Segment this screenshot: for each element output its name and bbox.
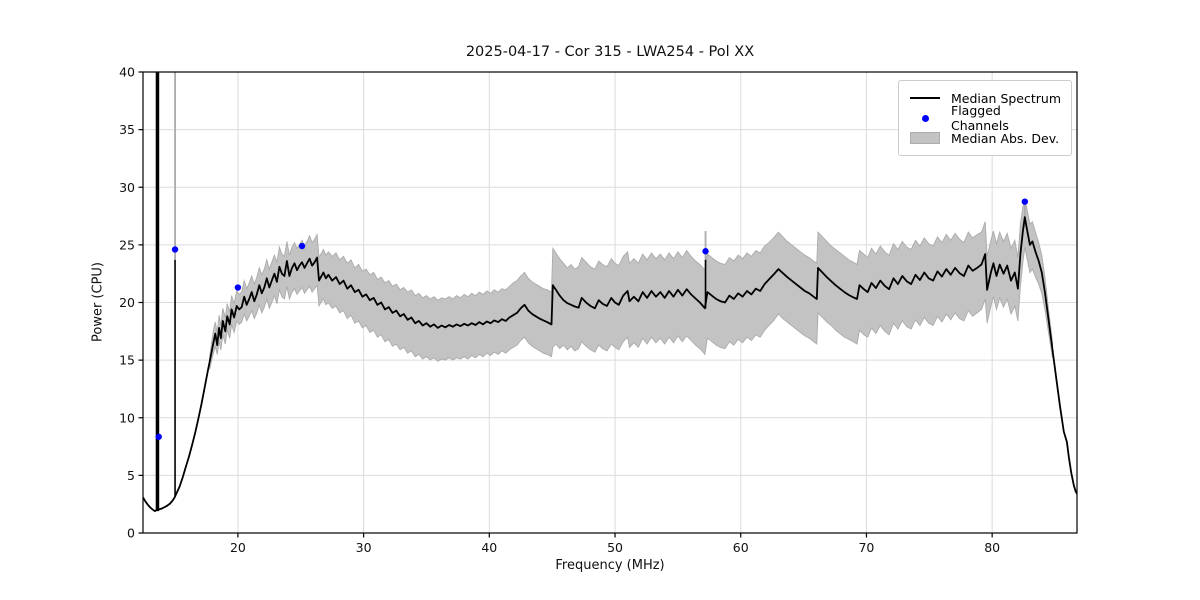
legend-label: Median Abs. Dev.: [951, 130, 1060, 146]
chart-title: 2025-04-17 - Cor 315 - LWA254 - Pol XX: [465, 44, 755, 60]
x-tick-label: 40: [481, 540, 497, 555]
flagged-channel-point: [298, 242, 306, 250]
legend-item-median-spectrum: Median Spectrum: [908, 88, 1061, 108]
flagged-dot-swatch-icon: [908, 114, 942, 122]
legend: Median Spectrum Flagged Channels Median …: [898, 80, 1072, 156]
y-tick-label: 10: [119, 410, 135, 425]
flagged-channel-point: [171, 246, 179, 253]
x-axis-label: Frequency (MHz): [555, 558, 665, 573]
y-tick-label: 5: [127, 468, 135, 483]
flagged-channels: [155, 198, 1029, 440]
y-tick-label: 0: [127, 526, 135, 541]
legend-label: Median Spectrum: [951, 90, 1062, 106]
flagged-channel-point: [702, 248, 709, 255]
y-axis-label: Power (CPU): [90, 261, 106, 343]
x-tick-label: 80: [984, 540, 1000, 555]
median-line-swatch-icon: [908, 97, 942, 99]
x-tick-label: 60: [733, 540, 749, 555]
mad-patch-swatch-icon: [908, 132, 942, 144]
flagged-channel-point: [1021, 198, 1029, 205]
legend-label: Flagged Channels: [951, 103, 1009, 133]
y-tick-label: 25: [119, 237, 135, 252]
x-tick-label: 50: [607, 540, 623, 555]
flagged-channel-point: [155, 433, 162, 440]
y-tick-label: 20: [119, 295, 135, 310]
axis-ticks: 20 30 40 50 60 70 80 0 5 10 15 20 25 30 35 40: [119, 65, 1000, 556]
y-tick-label: 30: [119, 180, 135, 195]
legend-item-median-abs-dev: Median Abs. Dev.: [908, 128, 1061, 148]
y-tick-label: 40: [119, 65, 135, 80]
flagged-channel-point: [234, 284, 242, 291]
y-tick-label: 15: [119, 353, 135, 368]
y-tick-label: 35: [119, 122, 135, 137]
x-tick-label: 20: [230, 540, 246, 555]
x-tick-label: 70: [858, 540, 874, 555]
mad-band: [209, 198, 1053, 370]
legend-item-flagged-channels: Flagged Channels: [908, 103, 1061, 133]
x-tick-label: 30: [356, 540, 372, 555]
median-spectrum-line: [143, 216, 1077, 513]
